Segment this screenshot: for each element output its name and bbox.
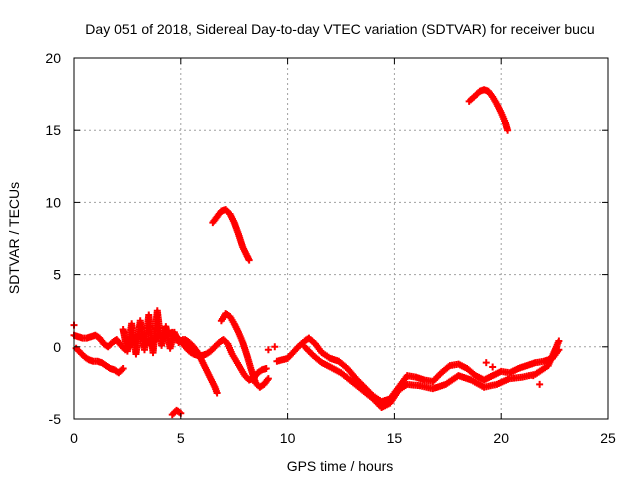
data-point-trace-low <box>119 364 127 372</box>
axis-ticks <box>73 57 609 420</box>
x-tick-label: 15 <box>387 430 403 446</box>
data-point-trace-isolated <box>529 372 537 380</box>
data-point-trace-afternoon-low <box>555 337 563 345</box>
y-axis-label: SDTVAR / TECUs <box>6 182 22 294</box>
data-point-trace-hump-mid <box>245 256 253 264</box>
data-point-trace-outlier-low <box>175 408 183 416</box>
y-tick-label: 0 <box>53 339 61 355</box>
data-point-trace-isolated <box>482 359 490 367</box>
data-marks <box>70 86 563 419</box>
x-tick-label: 5 <box>177 430 185 446</box>
data-point-trace-oscillating <box>187 349 195 357</box>
data-point-trace-isolated <box>536 380 544 388</box>
data-point-trace-isolated <box>489 363 497 371</box>
y-tick-label: 20 <box>45 50 61 66</box>
y-tick-label: 10 <box>45 194 61 210</box>
y-tick-label: 5 <box>53 267 61 283</box>
data-point-trace-isolated <box>271 343 279 351</box>
data-point-trace-hump-high <box>504 126 512 134</box>
y-tick-label: -5 <box>49 411 62 427</box>
data-point-trace-isolated <box>264 346 272 354</box>
chart-title: Day 051 of 2018, Sidereal Day-to-day VTE… <box>85 21 594 37</box>
data-point-trace-peak-mid <box>264 375 272 383</box>
x-tick-label: 25 <box>600 430 616 446</box>
y-tick-label: 15 <box>45 122 61 138</box>
x-tick-label: 0 <box>70 430 78 446</box>
x-tick-label: 10 <box>280 430 296 446</box>
data-point-trace-dip <box>213 389 221 397</box>
x-axis-label: GPS time / hours <box>287 458 394 474</box>
data-point-trace-main <box>262 364 270 372</box>
x-tick-label: 20 <box>493 430 509 446</box>
plot-area-frame <box>73 57 609 420</box>
